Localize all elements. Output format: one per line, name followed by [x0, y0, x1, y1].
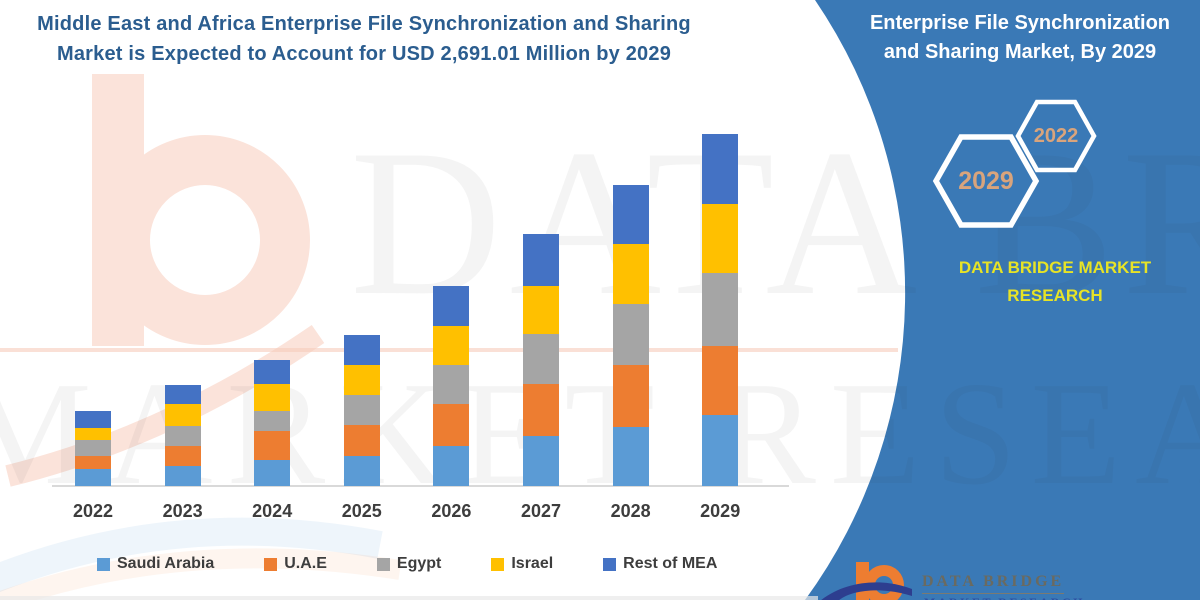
legend-swatch: [97, 557, 110, 571]
brand-text: DATA BRIDGE MARKET RESEARCH: [958, 258, 1152, 306]
bar-segment-2029-rest-of-mea: [702, 134, 739, 205]
x-axis-label-2029: 2029: [700, 501, 741, 521]
footer-logo-subtext: MARKET RESEARCH: [924, 595, 1085, 600]
chart-title: Middle East and Africa Enterprise File S…: [37, 13, 691, 65]
legend-label: Israel: [511, 555, 554, 572]
legend-label: U.A.E: [284, 555, 327, 572]
legend-item-egypt: Egypt: [376, 555, 442, 573]
legend-swatch: [376, 557, 390, 571]
x-axis-label-2025: 2025: [341, 501, 382, 521]
legend-swatch: [491, 557, 505, 571]
bar-segment-2027-egypt: [523, 334, 559, 385]
bar-segment-2029-egypt: [702, 273, 739, 346]
bar-segment-2023-rest-of-mea: [164, 384, 201, 405]
bar-segment-2027-saudi-arabia: [523, 435, 559, 486]
stacked-bar-2027: [523, 233, 559, 486]
chart-legend: Saudi Arabia U.A.E Egypt Israel Rest of MEA: [97, 555, 717, 573]
bar-segment-2023-israel: [164, 404, 201, 426]
watermark-text-line1: DATA BRIDGE: [350, 107, 1200, 339]
bar-segment-2026-egypt: [433, 365, 470, 405]
bar-segment-2024-israel: [254, 384, 291, 411]
bar-segment-2027-u-a-e: [523, 384, 559, 436]
stacked-bar-2025: [343, 335, 380, 486]
bar-segment-2026-israel: [433, 325, 470, 366]
bar-segment-2025-saudi-arabia: [343, 455, 380, 486]
legend-item-saudi-arabia: Saudi Arabia: [97, 555, 214, 573]
bar-segment-2022-u-a-e: [75, 456, 111, 470]
bar-segment-2022-egypt: [75, 440, 111, 457]
x-axis-line: [52, 485, 789, 487]
legend-item-rest-of-mea: Rest of MEA: [603, 555, 717, 573]
bar-segment-2025-egypt: [343, 394, 380, 425]
bar-segment-2022-rest-of-mea: [75, 411, 111, 428]
legend-label: Egypt: [396, 555, 442, 572]
bar-segment-2024-egypt: [254, 410, 291, 431]
blue-side-panel: [805, 0, 1200, 600]
stacked-bar-2026: [433, 285, 470, 486]
bar-segment-2028-rest-of-mea: [612, 185, 649, 245]
bar-segment-2028-u-a-e: [612, 365, 649, 427]
stacked-bar-2024: [254, 359, 291, 486]
bar-segment-2024-saudi-arabia: [254, 460, 291, 486]
x-axis-label-2023: 2023: [162, 501, 203, 521]
bar-segment-2022-saudi-arabia: [75, 469, 111, 486]
stacked-bar-2022: [75, 411, 111, 486]
bar-segment-2023-u-a-e: [164, 446, 201, 466]
hexagon-2029-label: 2029: [958, 167, 1014, 195]
x-axis-label-2026: 2026: [431, 501, 472, 521]
stacked-bar-2023: [164, 384, 201, 486]
stacked-bar-2028: [612, 185, 649, 486]
bar-segment-2026-rest-of-mea: [433, 285, 470, 326]
logo-swoosh-icon: [821, 582, 912, 600]
legend-label: Saudi Arabia: [117, 555, 215, 572]
bar-segment-2022-israel: [75, 427, 111, 441]
bar-segment-2025-rest-of-mea: [343, 335, 380, 365]
legend-item-israel: Israel: [491, 555, 553, 573]
bar-segment-2027-rest-of-mea: [523, 233, 559, 286]
hexagon-2022-label: 2022: [1033, 125, 1079, 147]
legend-label: Rest of MEA: [623, 555, 718, 572]
bar-segment-2023-saudi-arabia: [164, 466, 201, 486]
bar-segment-2028-israel: [612, 244, 649, 305]
bar-segment-2029-israel: [702, 204, 739, 274]
faint-blue-arc: [0, 517, 383, 593]
stacked-bar-2029: [702, 134, 739, 486]
bar-segment-2025-israel: [343, 364, 380, 395]
bar-segment-2024-rest-of-mea: [254, 359, 291, 385]
bottom-edge-strip: [0, 596, 818, 600]
hexagon-2029-badge: [932, 134, 1040, 228]
x-axis-label-2028: 2028: [610, 501, 651, 521]
faint-orange-arc: [0, 548, 402, 600]
data-bridge-logo-icon: [821, 562, 912, 600]
hexagon-2022-badge: [1015, 99, 1097, 173]
x-axis-label-2024: 2024: [252, 501, 293, 521]
side-panel-heading: Enterprise File Synchronization and Shar…: [869, 12, 1171, 63]
footer-logo-name: DATA BRIDGE: [922, 573, 1065, 594]
bar-segment-2027-israel: [523, 285, 559, 335]
bar-segment-2026-u-a-e: [433, 404, 470, 446]
bar-segment-2028-egypt: [612, 304, 649, 366]
bar-segment-2025-u-a-e: [343, 424, 380, 456]
bar-segment-2029-saudi-arabia: [702, 415, 739, 486]
bar-segment-2028-saudi-arabia: [612, 426, 649, 486]
bar-segment-2029-u-a-e: [702, 345, 739, 416]
x-axis-label-2027: 2027: [520, 501, 562, 521]
bar-segment-2026-saudi-arabia: [433, 446, 470, 486]
legend-item-u-a-e: U.A.E: [264, 555, 327, 573]
legend-swatch: [264, 557, 278, 571]
x-axis-label-2022: 2022: [72, 501, 114, 521]
bar-segment-2024-u-a-e: [254, 430, 291, 461]
legend-swatch: [603, 557, 617, 571]
bar-segment-2023-egypt: [164, 426, 201, 446]
